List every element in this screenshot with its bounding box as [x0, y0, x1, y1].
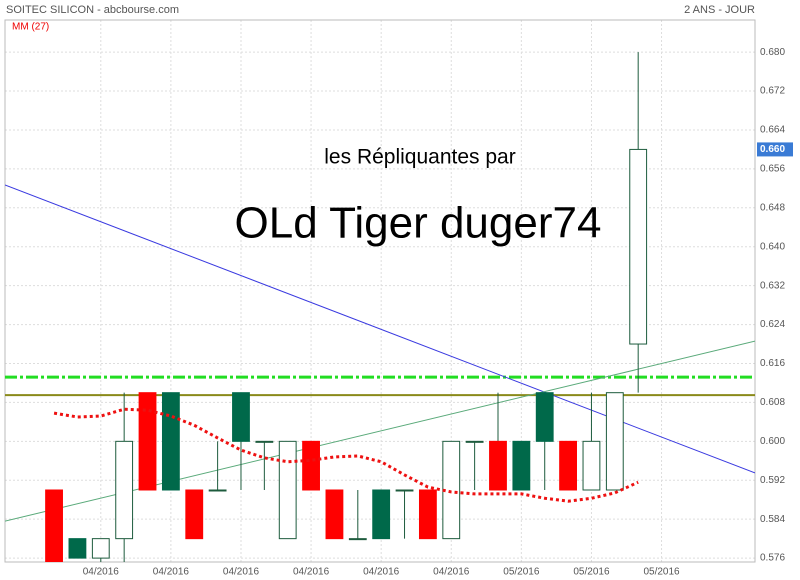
y-tick-label: 0.664 — [760, 125, 785, 136]
y-tick-label: 0.592 — [760, 475, 785, 486]
candle-body — [68, 538, 87, 559]
candle-body — [45, 489, 63, 562]
candle-body — [278, 440, 297, 540]
x-tick-label: 04/2016 — [293, 567, 330, 578]
candle-body — [605, 392, 624, 491]
candle-body — [255, 440, 274, 443]
y-tick-label: 0.680 — [760, 47, 785, 58]
candle-body — [535, 392, 554, 442]
y-tick-label: 0.672 — [760, 86, 785, 97]
candle-body — [629, 148, 648, 345]
x-tick-label: 04/2016 — [83, 567, 120, 578]
y-tick-label: 0.576 — [760, 553, 785, 564]
chart-subtitle: 2 ANS - JOUR — [684, 4, 755, 16]
candle-body — [395, 489, 414, 492]
candle-body — [418, 489, 437, 540]
ma-legend: MM (27) — [12, 22, 49, 33]
candle-body — [489, 440, 507, 491]
candle-body — [302, 440, 320, 491]
candle-body — [465, 440, 484, 443]
trend-line — [5, 184, 755, 474]
x-tick-label: 04/2016 — [223, 567, 260, 578]
annotation: OLd Tiger duger74 — [235, 199, 602, 248]
y-tick-label: 0.616 — [760, 358, 785, 369]
plot-area — [5, 52, 755, 562]
x-tick-label: 04/2016 — [153, 567, 190, 578]
moving-average — [53, 407, 639, 503]
candle-body — [582, 440, 601, 491]
candle-body — [161, 392, 180, 491]
plot-border — [4, 19, 756, 563]
candle-body — [115, 440, 134, 540]
candle-body — [325, 489, 344, 540]
candle-body — [208, 489, 227, 492]
y-tick-label: 0.624 — [760, 319, 785, 330]
candle-body — [559, 440, 577, 491]
y-tick-label: 0.600 — [760, 436, 785, 447]
last-price-box — [757, 142, 793, 157]
y-tick-label: 0.648 — [760, 202, 785, 213]
candle-body — [232, 392, 250, 442]
y-tick-label: 0.608 — [760, 397, 785, 408]
x-tick-label: 05/2016 — [573, 567, 610, 578]
candle-body — [138, 392, 157, 491]
x-tick-label: 05/2016 — [503, 567, 540, 578]
y-tick-label: 0.640 — [760, 241, 785, 252]
chart-title: SOITEC SILICON - abcbourse.com — [6, 4, 179, 16]
x-tick-label: 04/2016 — [433, 567, 470, 578]
last-price-label: 0.660 — [760, 144, 785, 155]
candle-body — [372, 489, 391, 540]
candle-body — [91, 538, 110, 559]
x-tick-label: 05/2016 — [643, 567, 680, 578]
y-tick-label: 0.584 — [760, 514, 785, 525]
x-tick-label: 04/2016 — [363, 567, 400, 578]
candle-body — [512, 440, 531, 491]
annotation: les Répliquantes par — [324, 146, 515, 169]
y-tick-label: 0.632 — [760, 280, 785, 291]
candle-body — [348, 538, 367, 541]
y-tick-label: 0.656 — [760, 164, 785, 175]
candle-body — [185, 489, 204, 540]
